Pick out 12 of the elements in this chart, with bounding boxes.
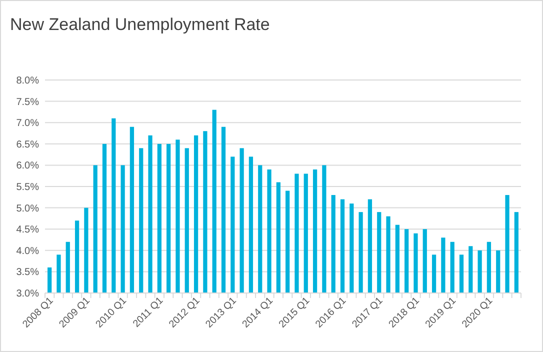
y-tick-label: 5.5% bbox=[16, 182, 40, 193]
y-tick-label: 7.0% bbox=[16, 118, 40, 130]
y-tick-label: 4.5% bbox=[16, 224, 40, 236]
y-tick-label: 3.5% bbox=[16, 267, 40, 278]
y-tick-label: 6.0% bbox=[16, 160, 40, 172]
chart-title: New Zealand Unemployment Rate bbox=[10, 15, 270, 34]
y-tick-label: 8.0% bbox=[16, 76, 40, 86]
y-tick-label: 4.0% bbox=[16, 246, 40, 257]
y-tick-label: 5.0% bbox=[16, 203, 40, 214]
y-tick-label: 3.0% bbox=[16, 288, 40, 300]
y-tick-label: 6.5% bbox=[16, 139, 40, 150]
y-tick-label: 7.5% bbox=[16, 96, 40, 108]
